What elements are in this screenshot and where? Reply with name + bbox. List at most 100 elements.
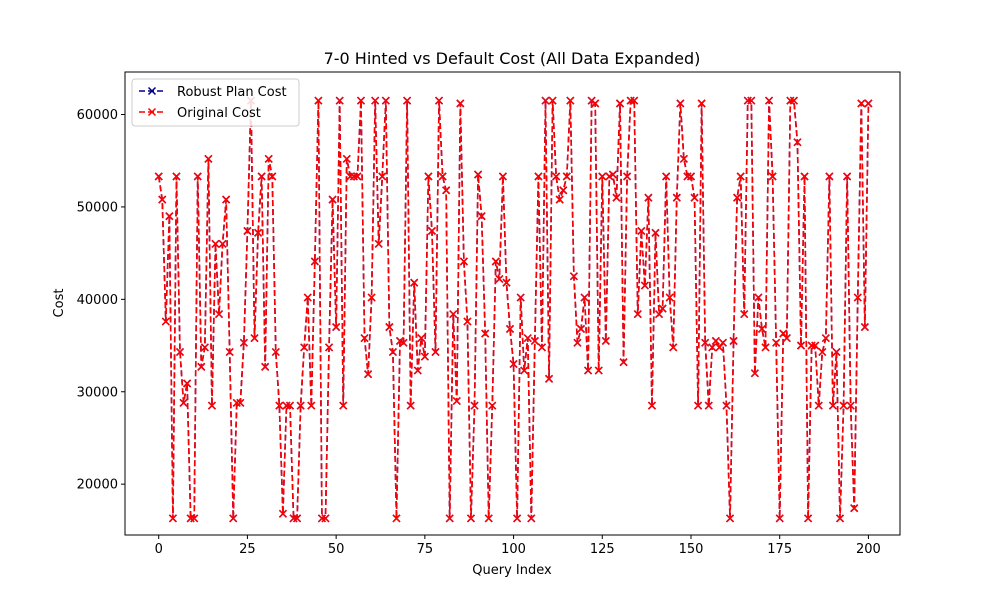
data-point	[545, 374, 554, 383]
data-point	[807, 341, 816, 350]
data-point	[843, 172, 852, 181]
data-point	[782, 334, 791, 343]
data-point	[655, 310, 664, 319]
data-point	[243, 226, 252, 235]
data-point	[498, 172, 507, 181]
data-point	[456, 99, 465, 108]
data-point	[470, 401, 479, 410]
data-point	[623, 172, 632, 181]
data-point	[215, 310, 224, 319]
data-point	[612, 193, 621, 202]
data-point	[676, 99, 685, 108]
data-point	[388, 347, 397, 357]
legend-marker-robust	[147, 86, 157, 96]
data-point	[285, 401, 295, 410]
data-point	[381, 96, 390, 105]
x-tick-label: 150	[679, 542, 704, 557]
data-point	[559, 186, 568, 195]
data-point	[814, 401, 823, 410]
data-point	[495, 274, 504, 284]
data-point	[835, 514, 845, 523]
data-point	[218, 239, 227, 248]
data-point	[690, 193, 699, 202]
x-tick-label: 50	[328, 542, 345, 557]
data-point	[853, 293, 862, 302]
data-point	[576, 324, 586, 333]
data-point	[725, 514, 735, 523]
data-point	[740, 310, 749, 319]
data-point	[775, 514, 784, 523]
data-point	[186, 514, 195, 523]
data-point	[839, 401, 848, 410]
data-point	[630, 96, 639, 105]
x-tick-label: 75	[417, 542, 434, 557]
data-point	[715, 343, 724, 352]
data-point	[459, 257, 468, 266]
data-point	[598, 172, 607, 181]
legend: Robust Plan Cost Original Cost	[131, 78, 300, 127]
data-point	[371, 96, 380, 105]
data-point	[481, 329, 490, 338]
data-point	[747, 96, 756, 105]
data-point	[410, 278, 419, 287]
data-point	[580, 293, 589, 302]
data-point	[307, 401, 316, 410]
data-point	[438, 172, 447, 181]
data-point	[183, 379, 192, 388]
data-point	[175, 347, 185, 357]
data-point	[417, 334, 426, 343]
data-point	[850, 504, 859, 513]
data-point	[328, 195, 337, 204]
data-point	[300, 343, 309, 352]
data-point	[325, 343, 334, 352]
data-point	[701, 338, 710, 347]
data-point	[718, 338, 727, 347]
data-point	[779, 329, 788, 338]
data-point	[750, 369, 759, 378]
data-point	[293, 514, 302, 523]
data-point	[289, 514, 298, 523]
y-axis-label: Cost	[52, 289, 67, 318]
data-point	[729, 336, 738, 345]
data-point	[349, 172, 358, 181]
data-point	[403, 96, 412, 105]
data-point	[857, 99, 866, 108]
data-point	[513, 514, 522, 523]
data-point	[321, 514, 330, 523]
data-point	[828, 401, 837, 410]
data-point	[523, 334, 532, 343]
data-point	[711, 336, 720, 345]
y-tick-label: 40000	[77, 293, 118, 308]
data-point	[796, 341, 806, 350]
data-point	[261, 362, 270, 371]
plot-frame	[124, 71, 901, 536]
data-point	[722, 401, 731, 410]
data-point	[768, 172, 777, 181]
data-point	[342, 154, 351, 163]
data-point	[644, 193, 653, 202]
data-point	[445, 514, 454, 523]
x-tick-label: 200	[856, 542, 881, 557]
data-point	[491, 257, 500, 266]
data-point	[211, 239, 220, 248]
data-point	[250, 334, 259, 343]
data-point	[232, 398, 241, 407]
data-point	[172, 172, 181, 181]
data-point	[637, 226, 646, 235]
data-point	[821, 334, 830, 343]
data-point	[257, 172, 266, 181]
data-point	[367, 293, 376, 302]
data-point	[811, 341, 820, 350]
data-point	[608, 170, 617, 179]
x-tick-label: 175	[767, 542, 792, 557]
data-point	[757, 324, 766, 333]
data-point	[161, 317, 170, 326]
data-point	[686, 172, 696, 181]
data-point	[378, 172, 387, 181]
data-point	[427, 226, 436, 235]
data-point	[793, 138, 802, 147]
data-point	[477, 212, 486, 221]
data-point	[392, 514, 401, 523]
data-point	[786, 96, 795, 105]
